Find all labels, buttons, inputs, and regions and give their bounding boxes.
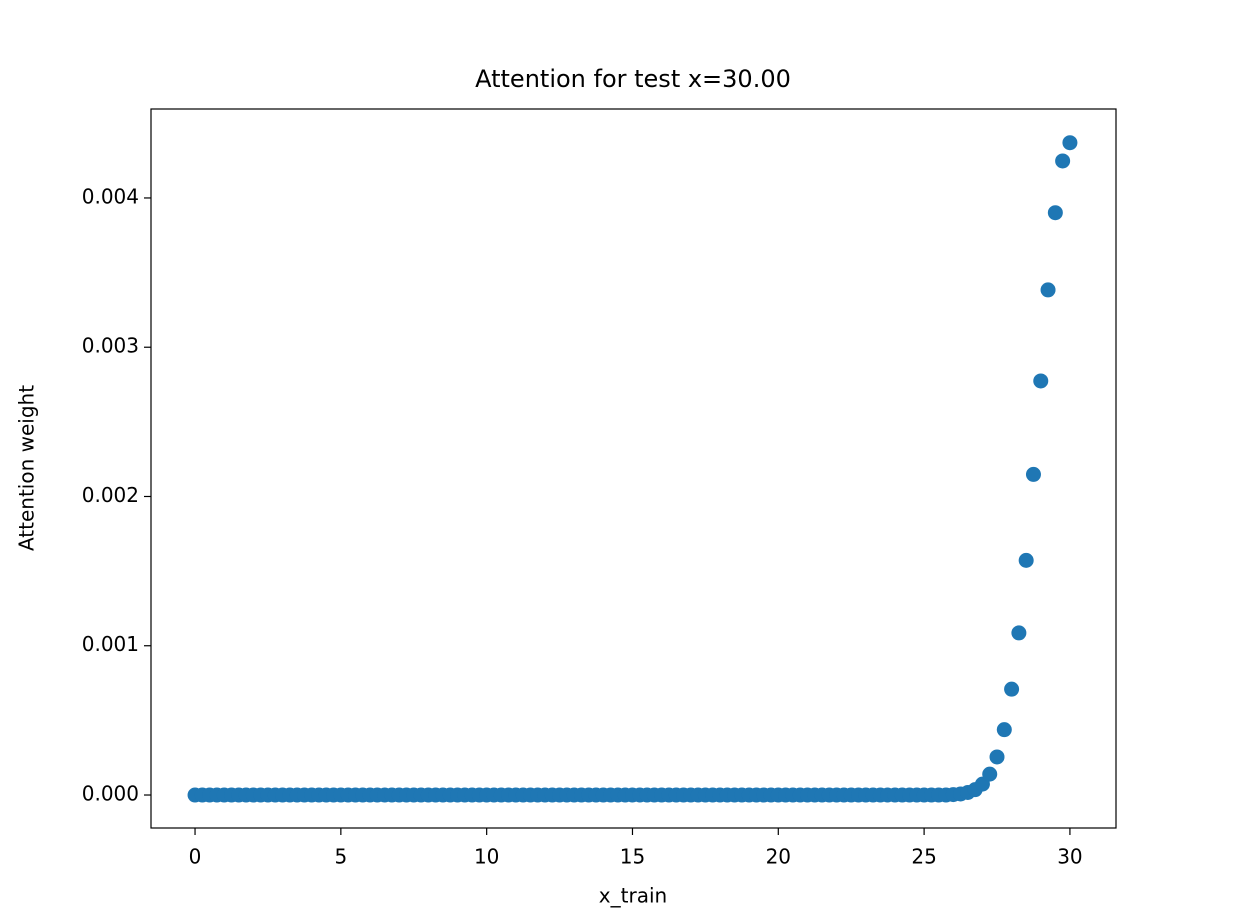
point bbox=[1004, 681, 1020, 697]
y-tick-label: 0.002 bbox=[82, 483, 139, 507]
point bbox=[1055, 153, 1071, 169]
point bbox=[1018, 552, 1034, 568]
point bbox=[1011, 625, 1027, 641]
plot-frame bbox=[150, 108, 1117, 829]
point bbox=[1062, 135, 1078, 151]
x-tick-label: 5 bbox=[334, 845, 347, 869]
y-tick-label: 0.000 bbox=[82, 782, 139, 806]
point bbox=[1033, 373, 1049, 389]
y-tick-label: 0.003 bbox=[82, 334, 139, 358]
point bbox=[989, 749, 1005, 765]
y-tick-label: 0.001 bbox=[82, 632, 139, 656]
point bbox=[1047, 205, 1063, 221]
point bbox=[996, 722, 1012, 738]
x-tick-label: 10 bbox=[474, 845, 499, 869]
point bbox=[982, 766, 998, 782]
y-axis-label: Attention weight bbox=[15, 385, 39, 551]
x-tick-label: 0 bbox=[189, 845, 202, 869]
x-tick-label: 20 bbox=[766, 845, 791, 869]
chart-title: Attention for test x=30.00 bbox=[475, 65, 791, 93]
x-tick-label: 25 bbox=[911, 845, 936, 869]
y-tick-label: 0.004 bbox=[82, 184, 139, 208]
point bbox=[1025, 466, 1041, 482]
x-tick-label: 15 bbox=[620, 845, 645, 869]
x-axis-label: x_train bbox=[599, 884, 667, 908]
x-tick-label: 30 bbox=[1057, 845, 1082, 869]
point bbox=[1040, 282, 1056, 298]
